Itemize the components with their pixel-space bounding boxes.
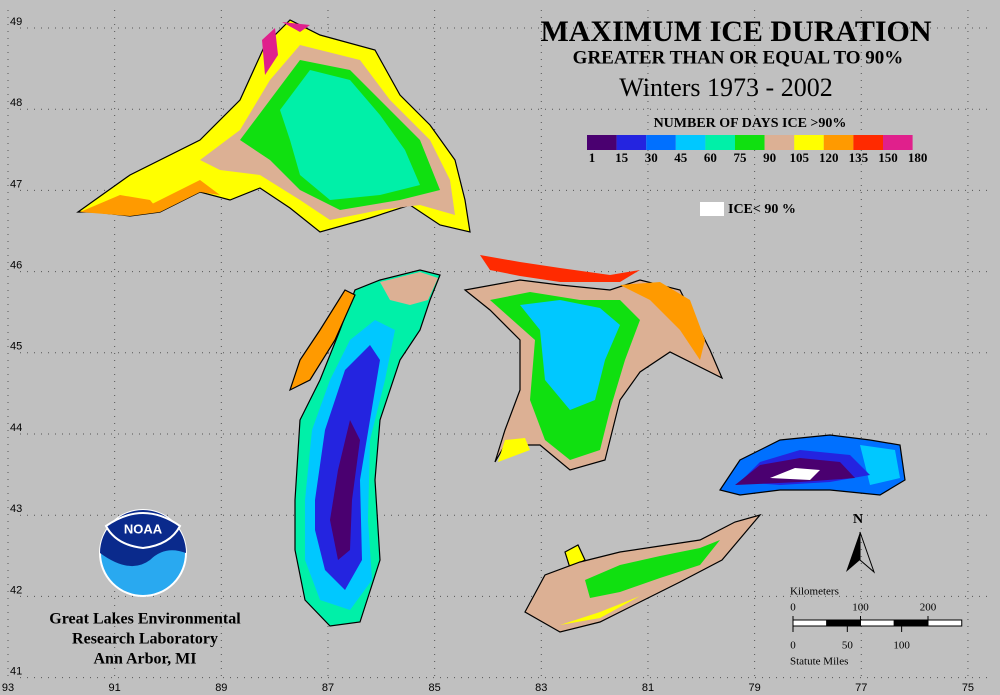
credit-line: Ann Arbor, MI bbox=[94, 651, 197, 668]
legend-break: 150 bbox=[878, 150, 898, 165]
lake-superior bbox=[76, 19, 471, 233]
legend-swatch bbox=[735, 135, 765, 150]
legend-break: 45 bbox=[674, 150, 688, 165]
lon-label: 77 bbox=[855, 682, 867, 694]
legend-break: 180 bbox=[908, 150, 928, 165]
no-ice-area bbox=[770, 468, 820, 480]
legend-swatch bbox=[675, 135, 706, 150]
no-ice-swatch bbox=[700, 202, 724, 216]
km-tick-label: 100 bbox=[852, 602, 869, 614]
lat-label: 44 bbox=[10, 422, 22, 434]
legend-break: 120 bbox=[819, 150, 839, 165]
north-arrow-outline bbox=[859, 531, 876, 574]
legend-break: 105 bbox=[789, 150, 809, 165]
scale-segment bbox=[927, 619, 963, 627]
scale-segment bbox=[792, 619, 828, 627]
legend-swatch bbox=[853, 135, 883, 150]
lon-label: 75 bbox=[962, 682, 974, 694]
scale-segment bbox=[860, 619, 895, 627]
km-tick-label: 0 bbox=[790, 602, 796, 614]
lon-label: 89 bbox=[215, 682, 227, 694]
mi-tick-label: 50 bbox=[842, 640, 854, 652]
legend: 1 15 30 45 60 75 90 105 120 135 150 180 bbox=[587, 135, 927, 165]
lat-label: 47 bbox=[10, 178, 22, 190]
legend-swatch bbox=[616, 135, 647, 150]
legend-break: 30 bbox=[645, 150, 658, 165]
legend-break: 15 bbox=[615, 150, 629, 165]
period: Winters 1973 - 2002 bbox=[619, 73, 832, 102]
scale-segment bbox=[893, 619, 929, 627]
north-label: N bbox=[853, 512, 863, 527]
lat-label: 48 bbox=[10, 97, 22, 109]
km-tick-label: 200 bbox=[920, 602, 937, 614]
legend-title: NUMBER OF DAYS ICE >90% bbox=[654, 116, 847, 131]
lat-label: 41 bbox=[10, 666, 22, 678]
legend-break: 135 bbox=[849, 150, 869, 165]
logo-text: NOAA bbox=[124, 521, 163, 536]
credit-line: Great Lakes Environmental bbox=[49, 611, 241, 628]
legend-swatch bbox=[587, 135, 617, 150]
lake-huron bbox=[463, 255, 724, 471]
subtitle: GREATER THAN OR EQUAL TO 90% bbox=[573, 47, 904, 68]
credit-line: Research Laboratory bbox=[72, 631, 218, 648]
scale-bar: Kilometers Statute Miles 0 100 200 0 50 100 bbox=[790, 586, 963, 668]
legend-swatch bbox=[705, 135, 735, 150]
legend-swatch bbox=[646, 135, 676, 150]
scale-segment bbox=[826, 619, 861, 627]
lake-erie bbox=[524, 513, 762, 633]
legend-swatch bbox=[764, 135, 795, 150]
mi-tick-label: 0 bbox=[790, 640, 796, 652]
lon-label: 85 bbox=[429, 682, 441, 694]
lon-label: 81 bbox=[642, 682, 654, 694]
lon-label: 83 bbox=[535, 682, 547, 694]
lat-label: 46 bbox=[10, 260, 22, 272]
lon-label: 87 bbox=[322, 682, 334, 694]
km-title: Kilometers bbox=[790, 586, 839, 598]
legend-break: 75 bbox=[734, 150, 748, 165]
legend-break: 60 bbox=[704, 150, 717, 165]
mi-tick-label: 100 bbox=[893, 640, 910, 652]
lat-label: 42 bbox=[10, 584, 22, 596]
legend-swatch bbox=[883, 135, 913, 150]
no-ice-label: ICE< 90 % bbox=[728, 202, 796, 217]
lat-label: 49 bbox=[10, 16, 22, 28]
lon-label: 79 bbox=[748, 682, 760, 694]
legend-break: 1 bbox=[589, 150, 596, 165]
legend-swatch bbox=[794, 135, 824, 150]
lat-label: 45 bbox=[10, 341, 22, 353]
lake-ontario bbox=[719, 434, 906, 496]
title: MAXIMUM ICE DURATION bbox=[540, 15, 931, 48]
north-arrow bbox=[846, 532, 860, 572]
lon-label: 93 bbox=[2, 682, 14, 694]
noaa-logo: NOAA bbox=[99, 509, 187, 597]
lake-michigan bbox=[288, 269, 441, 627]
lat-label: 43 bbox=[10, 503, 22, 515]
lon-label: 91 bbox=[109, 682, 121, 694]
legend-break: 90 bbox=[763, 150, 776, 165]
mi-title: Statute Miles bbox=[790, 656, 848, 668]
legend-swatch bbox=[823, 135, 854, 150]
